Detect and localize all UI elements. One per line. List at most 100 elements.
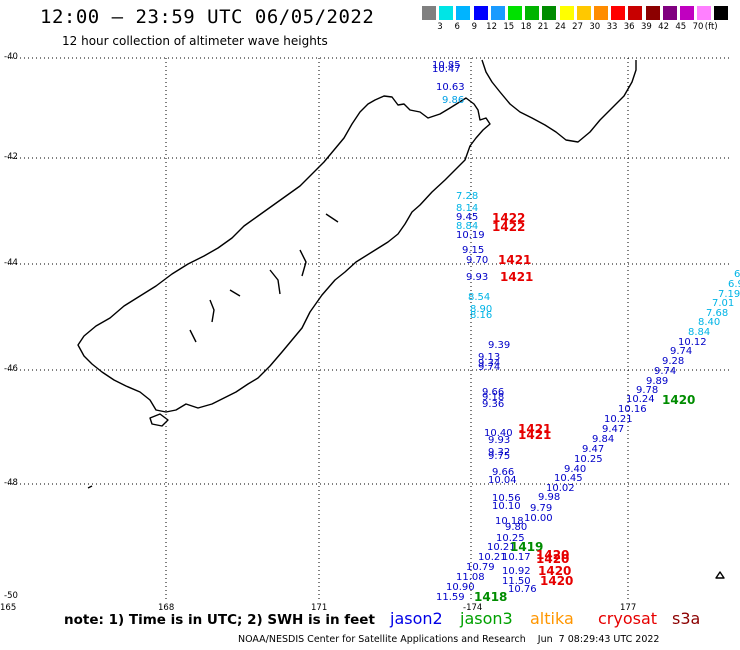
wave-height-label: 8.54	[468, 292, 490, 303]
wave-height-label: 8.40	[698, 317, 720, 328]
wave-height-label: 9.74	[654, 366, 676, 377]
graticule-grid	[8, 57, 732, 600]
wave-height-label: 9.75	[488, 451, 510, 462]
scale-swatch	[473, 6, 488, 20]
longitude-label: 171	[311, 603, 328, 613]
wave-height-label: 8.16	[470, 310, 492, 321]
map-title: 12:00 – 23:59 UTC 06/05/2022	[40, 6, 375, 28]
latitude-label: -44	[4, 258, 18, 268]
scale-label: 33	[606, 22, 618, 32]
scale-swatch	[422, 6, 436, 20]
observation-time-label: 1422	[492, 220, 525, 234]
wave-height-label: 11.59	[436, 592, 465, 603]
scale-label: 12	[486, 22, 497, 32]
small-dot	[87, 485, 93, 489]
wave-height-label: 10.21	[604, 414, 633, 425]
wave-height-label: 6	[734, 269, 740, 280]
lake-5	[229, 289, 241, 297]
observation-time-label: 1420	[536, 548, 569, 562]
wave-height-label: 9.80	[505, 522, 527, 533]
latitude-label: -42	[4, 152, 18, 162]
wave-height-label: 9.74	[670, 346, 692, 357]
wave-height-label: 7.28	[456, 191, 478, 202]
wave-height-label: 10.25	[496, 533, 525, 544]
wave-height-label: 10.40	[484, 428, 513, 439]
wave-height-label: 10.63	[436, 82, 465, 93]
wave-height-label: 8.14	[456, 203, 478, 214]
scale-swatch	[645, 6, 660, 20]
footer-credit: NOAA/NESDIS Center for Satellite Applica…	[238, 634, 660, 645]
observation-time-label: 1419	[510, 540, 543, 554]
longitude-label: 177	[620, 603, 637, 613]
satellite-legend-cryosat: cryosat	[598, 609, 658, 628]
wave-height-label: 8.84	[688, 327, 710, 338]
scale-swatch	[490, 6, 505, 20]
latitude-label: -50	[4, 591, 18, 601]
observation-time-label: 1421	[518, 428, 551, 442]
wave-height-label: 9.13	[478, 352, 500, 363]
longitude-label: 165	[0, 603, 17, 613]
lake-1	[299, 249, 307, 277]
scale-swatch	[525, 6, 540, 20]
scale-swatch	[594, 6, 608, 20]
wave-height-label: 9.47	[582, 444, 604, 455]
wave-height-label: 9.84	[592, 434, 614, 445]
wave-height-label: 10.02	[546, 483, 575, 494]
observation-time-label: 1418	[474, 590, 507, 604]
wave-height-label: 7.68	[706, 308, 728, 319]
scale-swatch	[697, 6, 712, 20]
wave-height-label: 10.16	[618, 404, 647, 415]
lake-4	[189, 329, 197, 343]
lake-2	[269, 269, 281, 295]
satellite-legend-altika: altika	[530, 609, 574, 628]
observation-time-label: 1420	[540, 574, 573, 588]
wave-height-label: 9.32	[488, 447, 510, 458]
wave-height-label: 10.85	[432, 60, 461, 71]
scale-label: 3	[437, 22, 443, 32]
wave-height-label: 10.25	[574, 454, 603, 465]
scale-label: 36	[623, 22, 635, 32]
scale-swatch	[439, 6, 454, 20]
wave-height-label: 10.47	[432, 64, 461, 75]
wave-height-label: 9.15	[462, 245, 484, 256]
wave-height-label: 9.74	[478, 362, 500, 373]
scale-swatch	[456, 6, 471, 20]
longitude-label: 168	[158, 603, 175, 613]
wave-height-label: 7.01	[712, 298, 734, 309]
north-island-coast	[481, 59, 637, 143]
scale-swatch	[559, 6, 574, 20]
note-text: note: 1) Time is in UTC; 2) SWH is in fe…	[64, 612, 375, 628]
scale-label: 42	[658, 22, 669, 32]
wave-height-label: 9.79	[530, 503, 552, 514]
scale-unit: (ft)	[704, 22, 718, 32]
latitude-label: -46	[4, 364, 18, 374]
lake-6	[325, 213, 339, 223]
wave-height-label: 7.19	[718, 289, 740, 300]
wave-height-label: 9.18	[482, 392, 504, 403]
south-island-coast	[77, 95, 491, 413]
scale-label: 15	[503, 22, 515, 32]
wave-height-label: 9.66	[482, 387, 504, 398]
satellite-legend-jason3: jason3	[460, 609, 513, 628]
satellite-legend-s3a: s3a	[672, 609, 701, 628]
wave-height-label: 9.34	[478, 358, 500, 369]
longitude-label: -174	[463, 603, 483, 613]
observation-time-label: 1422	[492, 211, 525, 225]
scale-label: 30	[589, 22, 601, 32]
observation-time-label: 1420	[662, 393, 695, 407]
wave-height-label: 9.70	[466, 255, 488, 266]
wave-height-label: 10.21	[478, 552, 507, 563]
wave-height-label: 9.39	[488, 340, 510, 351]
latitude-label: -40	[4, 52, 18, 62]
observation-time-label: 1421	[500, 270, 533, 284]
latitude-label: -48	[4, 478, 18, 488]
wave-height-label: 9.89	[646, 376, 668, 387]
measurement-labels: 10.8510.4710.639.867.288.149.458.8410.19…	[432, 60, 740, 604]
wave-height-label: 10.12	[678, 337, 707, 348]
wave-height-label: 9.47	[602, 424, 624, 435]
wave-height-label: 8.90	[470, 304, 492, 315]
scale-label: 24	[554, 22, 566, 32]
wave-height-label: 9.28	[662, 356, 684, 367]
wave-height-label: 9.66	[492, 467, 514, 478]
